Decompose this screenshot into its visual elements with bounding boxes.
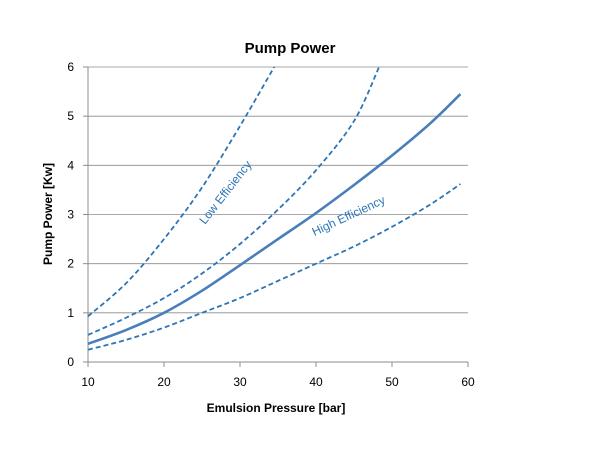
y-tick-label-4: 4 — [67, 158, 74, 172]
annotation-high-efficiency: High Efficiency — [310, 193, 388, 239]
series-line-1-dashed — [87, 66, 275, 317]
y-tick-label-5: 5 — [67, 109, 74, 123]
y-tick-label-0: 0 — [67, 355, 74, 369]
y-tick-labels: 0 1 2 3 4 5 6 — [67, 60, 74, 369]
y-tick-label-6: 6 — [67, 60, 74, 74]
x-tick-label-40: 40 — [309, 375, 323, 389]
annotations: Low Efficiency High Efficiency — [196, 158, 387, 239]
annotation-low-efficiency: Low Efficiency — [196, 158, 254, 227]
x-tick-label-30: 30 — [233, 375, 247, 389]
series-line-3-solid — [87, 93, 462, 346]
y-tick-label-1: 1 — [67, 306, 74, 320]
x-tick-labels: 10 20 30 40 50 60 — [81, 375, 475, 389]
y-tick-label-3: 3 — [67, 208, 74, 222]
series-line-4-dashed — [87, 183, 461, 351]
gridlines — [88, 66, 468, 314]
x-axis-label: Emulsion Pressure [bar] — [207, 401, 346, 415]
x-tick-label-50: 50 — [385, 375, 399, 389]
series-lines — [87, 66, 462, 351]
x-tick-label-10: 10 — [81, 375, 95, 389]
y-tick-label-2: 2 — [67, 257, 74, 271]
series-line-2-dashed — [87, 66, 380, 336]
y-axis-label: Pump Power [Kw] — [41, 163, 55, 265]
x-tick-label-20: 20 — [157, 375, 171, 389]
chart-title: Pump Power — [245, 40, 336, 57]
axes — [83, 66, 469, 367]
x-tick-label-60: 60 — [461, 375, 475, 389]
